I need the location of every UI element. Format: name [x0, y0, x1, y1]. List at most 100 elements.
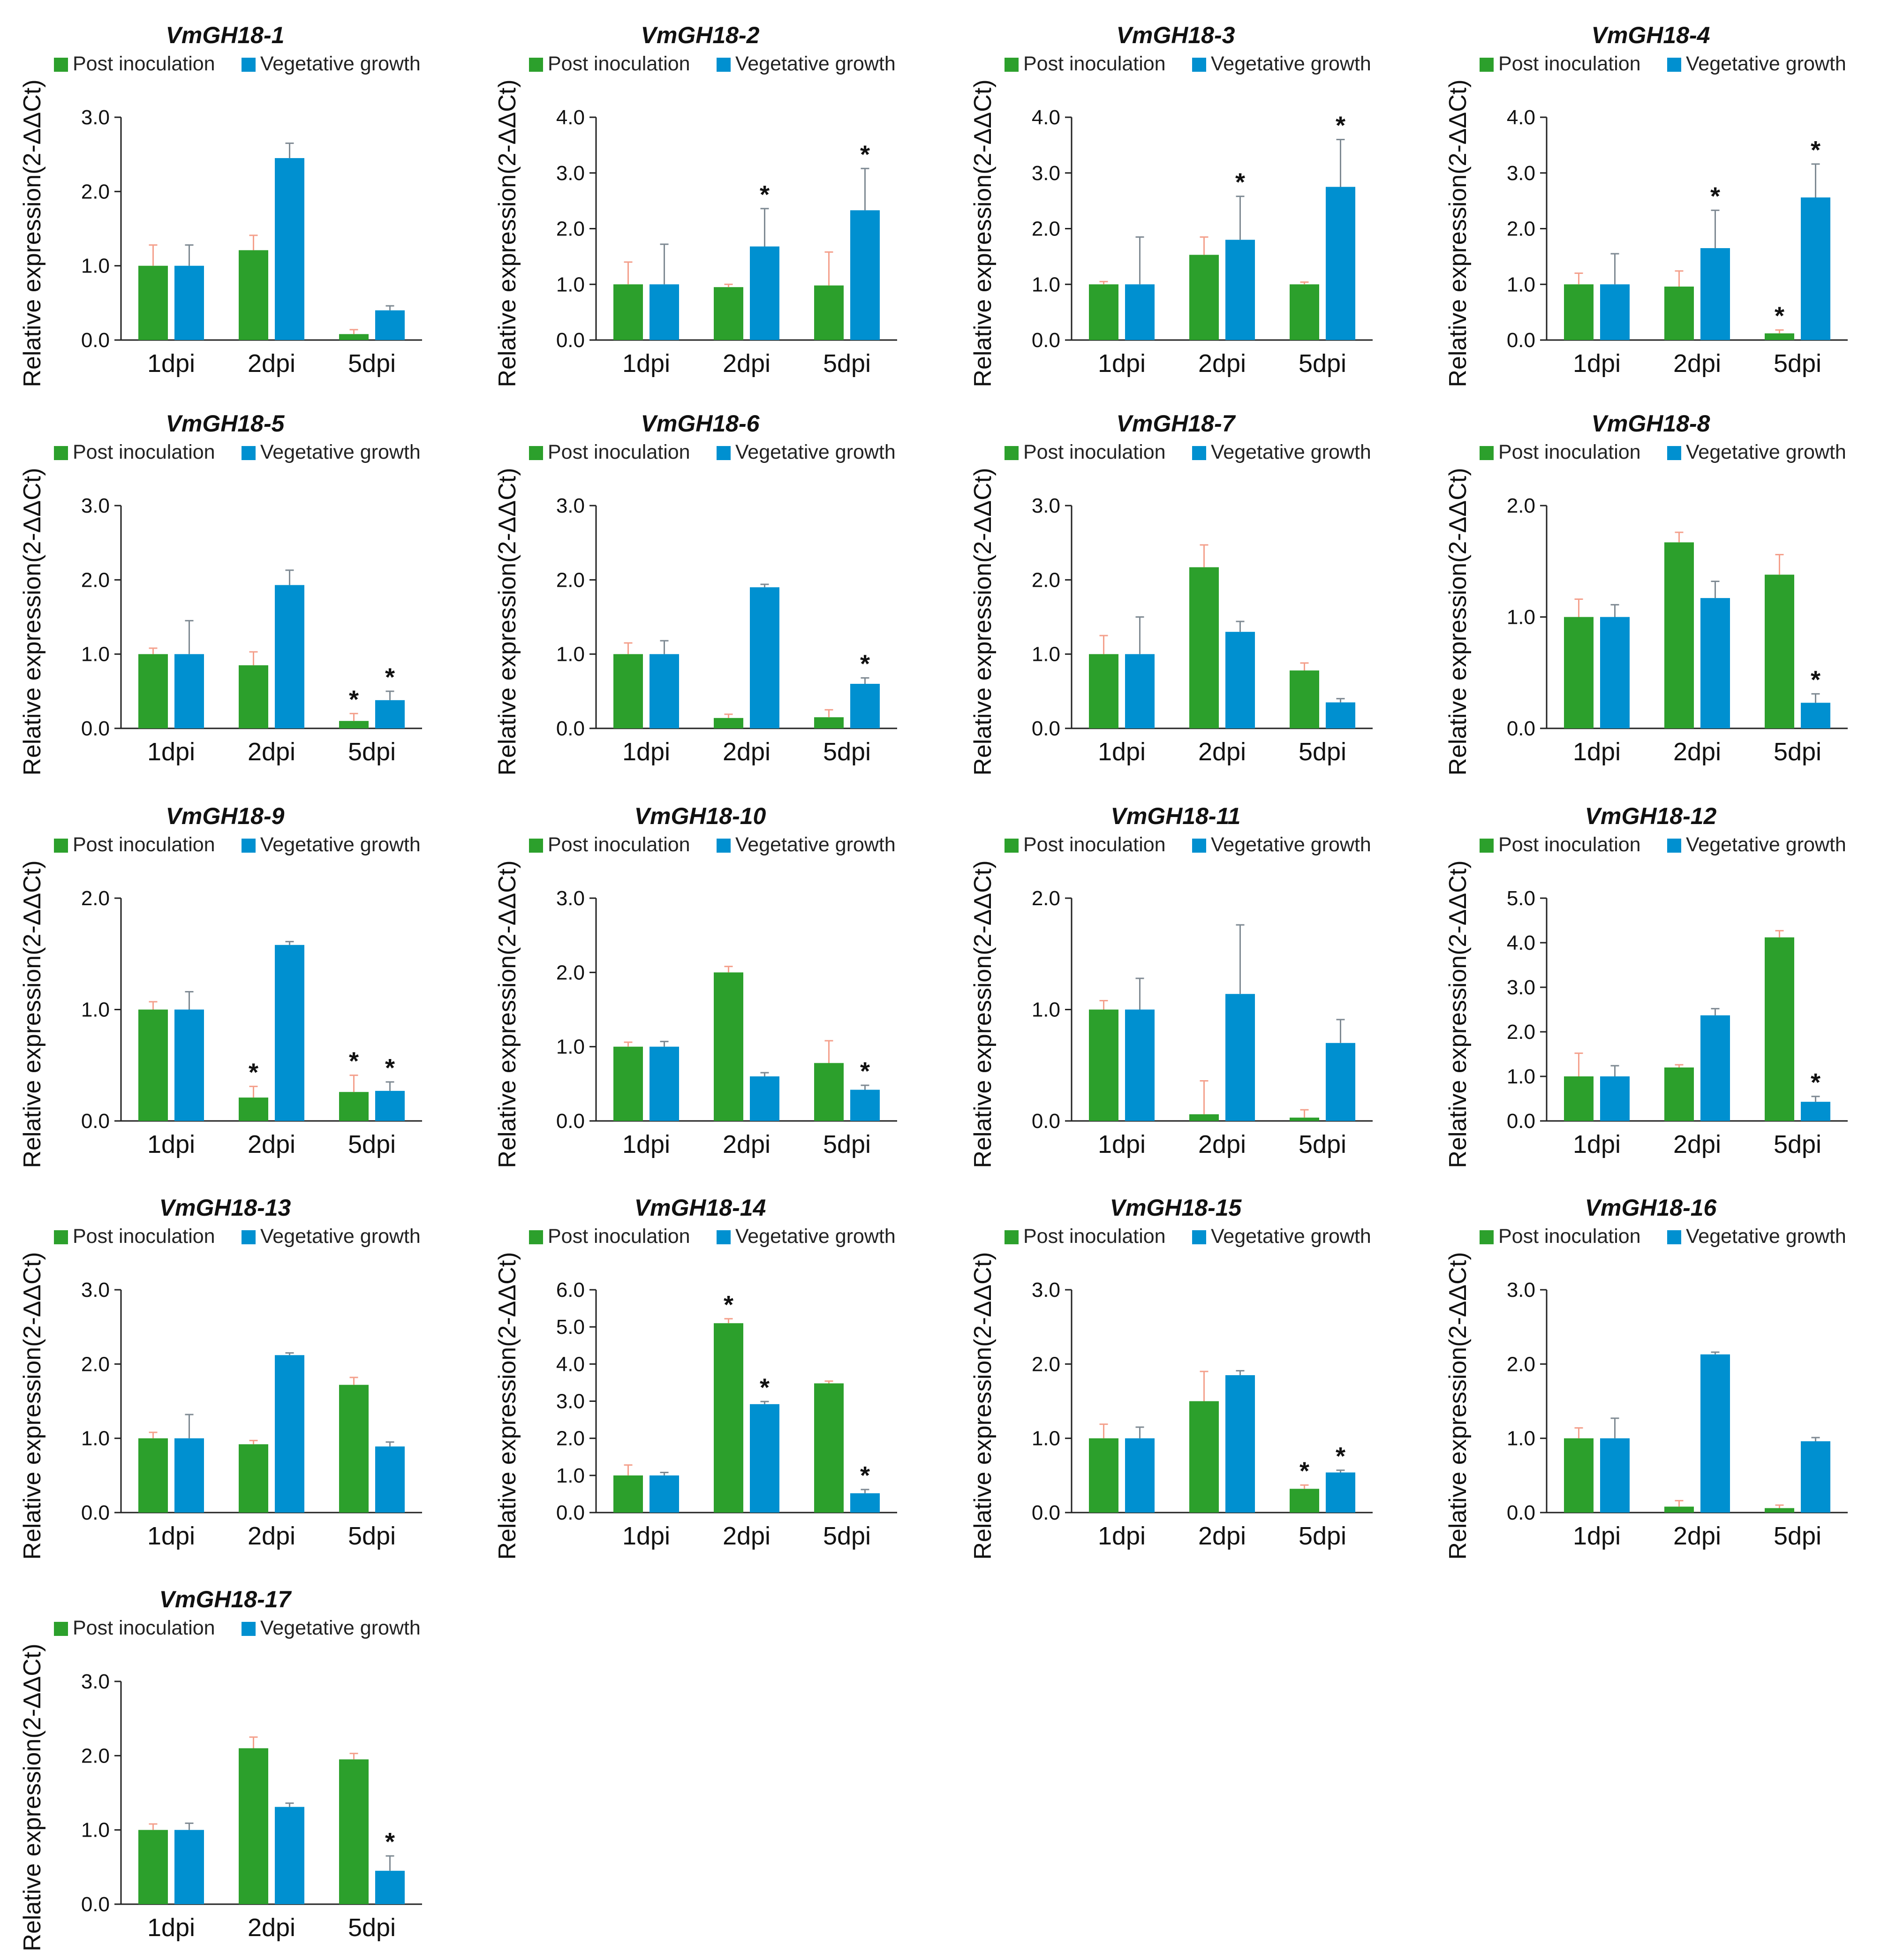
legend-label: Post inoculation	[1498, 1225, 1641, 1248]
bar	[613, 284, 643, 340]
significance-marker: *	[1336, 1442, 1345, 1470]
x-tick-label: 1dpi	[147, 349, 195, 378]
significance-marker: *	[724, 1291, 733, 1319]
bar	[1125, 1009, 1155, 1121]
legend-label: Post inoculation	[1023, 1225, 1166, 1248]
bar	[275, 158, 304, 340]
y-tick-label: 3.0	[81, 1279, 110, 1302]
bar	[1765, 575, 1794, 728]
x-tick-label: 2dpi	[1198, 738, 1246, 766]
y-tick-label: 3.0	[1032, 1279, 1060, 1302]
legend-swatch	[1005, 446, 1019, 460]
legend-label: Vegetative growth	[1686, 53, 1846, 75]
legend-swatch	[529, 58, 543, 72]
y-axis-label: Relative expression(2-ΔΔCt)	[19, 860, 46, 1168]
legend-label: Vegetative growth	[1211, 53, 1371, 75]
y-tick-label: 2.0	[81, 1744, 110, 1767]
y-tick-label: 2.0	[1507, 1353, 1535, 1376]
legend-swatch	[54, 58, 68, 72]
chart-panel-11: VmGH18-11 Post inoculation Vegetative grow…	[969, 803, 1373, 1168]
chart-panel-3: VmGH18-3 Post inoculation Vegetative growt…	[969, 22, 1373, 387]
bar	[275, 1807, 304, 1904]
bar	[1700, 248, 1730, 340]
legend-label: Post inoculation	[1498, 441, 1641, 463]
legend-label: Post inoculation	[1023, 833, 1166, 856]
legend-label: Vegetative growth	[1686, 1225, 1846, 1248]
x-tick-label: 1dpi	[147, 1130, 195, 1158]
y-tick-label: 2.0	[556, 961, 585, 984]
bar	[850, 684, 880, 728]
legend-label: Post inoculation	[548, 53, 690, 75]
bar	[1600, 1076, 1630, 1121]
y-tick-label: 2.0	[556, 568, 585, 591]
significance-marker: *	[760, 181, 770, 209]
chart-title: VmGH18-15	[1110, 1195, 1242, 1221]
y-axis-label: Relative expression(2-ΔΔCt)	[494, 79, 521, 387]
y-tick-label: 4.0	[1032, 106, 1060, 129]
bar	[174, 1009, 204, 1121]
bar	[1801, 197, 1830, 340]
bar	[1189, 255, 1219, 340]
y-axis-label: Relative expression(2-ΔΔCt)	[1444, 1252, 1472, 1559]
bar	[1290, 1489, 1319, 1513]
significance-marker: *	[860, 140, 870, 168]
bar	[239, 1748, 268, 1904]
y-tick-label: 2.0	[1032, 568, 1060, 591]
x-tick-label: 5dpi	[348, 349, 396, 378]
y-tick-label: 1.0	[81, 643, 110, 666]
bar	[1089, 1009, 1118, 1121]
legend-swatch	[242, 446, 256, 460]
legend-label: Vegetative growth	[260, 1225, 421, 1248]
significance-marker: *	[385, 663, 395, 691]
bar	[174, 1830, 204, 1904]
x-tick-label: 1dpi	[622, 1130, 670, 1158]
x-tick-label: 5dpi	[348, 1914, 396, 1942]
chart-panel-1: VmGH18-1 Post inoculation Vegetative growt…	[19, 22, 422, 387]
legend-label: Vegetative growth	[260, 833, 421, 856]
legend-swatch	[1667, 1230, 1681, 1244]
bar	[750, 1404, 779, 1513]
legend-swatch	[54, 1622, 68, 1636]
y-tick-label: 1.0	[1032, 1427, 1060, 1450]
legend-swatch	[1667, 58, 1681, 72]
x-tick-label: 2dpi	[248, 1522, 295, 1550]
y-tick-label: 1.0	[1507, 606, 1535, 629]
bar	[138, 265, 168, 340]
bar	[1189, 1401, 1219, 1513]
bar	[239, 665, 268, 728]
x-tick-label: 2dpi	[248, 1914, 295, 1942]
y-axis-label: Relative expression(2-ΔΔCt)	[19, 468, 46, 775]
chart-panel-17: VmGH18-17 Post inoculation Vegetative grow…	[19, 1586, 422, 1952]
y-tick-label: 0.0	[1507, 1110, 1535, 1133]
y-axis-label: Relative expression(2-ΔΔCt)	[969, 860, 997, 1168]
y-tick-label: 0.0	[556, 717, 585, 740]
y-axis-label: Relative expression(2-ΔΔCt)	[494, 860, 521, 1168]
legend-label: Vegetative growth	[735, 833, 896, 856]
y-tick-label: 4.0	[556, 1353, 585, 1376]
legend-swatch	[242, 839, 256, 853]
x-tick-label: 2dpi	[1198, 349, 1246, 378]
y-tick-label: 1.0	[81, 1819, 110, 1842]
x-tick-label: 2dpi	[723, 738, 770, 766]
significance-marker: *	[1811, 136, 1820, 164]
y-tick-label: 3.0	[81, 1670, 110, 1693]
x-tick-label: 1dpi	[1098, 738, 1146, 766]
x-tick-label: 2dpi	[248, 1130, 295, 1158]
legend-label: Vegetative growth	[260, 441, 421, 463]
bar	[239, 250, 268, 340]
legend-label: Post inoculation	[1023, 53, 1166, 75]
bar	[339, 1759, 369, 1904]
x-tick-label: 2dpi	[1673, 738, 1721, 766]
legend-swatch	[1005, 58, 1019, 72]
x-tick-label: 1dpi	[147, 1522, 195, 1550]
significance-marker: *	[1336, 112, 1345, 140]
bar	[1125, 284, 1155, 340]
bar	[339, 334, 369, 340]
bar	[138, 1009, 168, 1121]
bar	[138, 654, 168, 728]
x-tick-label: 2dpi	[1673, 1522, 1721, 1550]
y-tick-label: 0.0	[1032, 1110, 1060, 1133]
bar	[174, 654, 204, 728]
legend-label: Post inoculation	[548, 441, 690, 463]
x-tick-label: 5dpi	[1299, 1130, 1346, 1158]
